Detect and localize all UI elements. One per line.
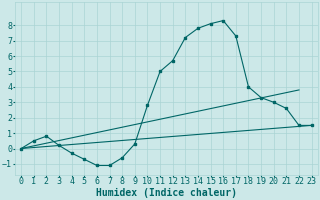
X-axis label: Humidex (Indice chaleur): Humidex (Indice chaleur)	[96, 188, 237, 198]
